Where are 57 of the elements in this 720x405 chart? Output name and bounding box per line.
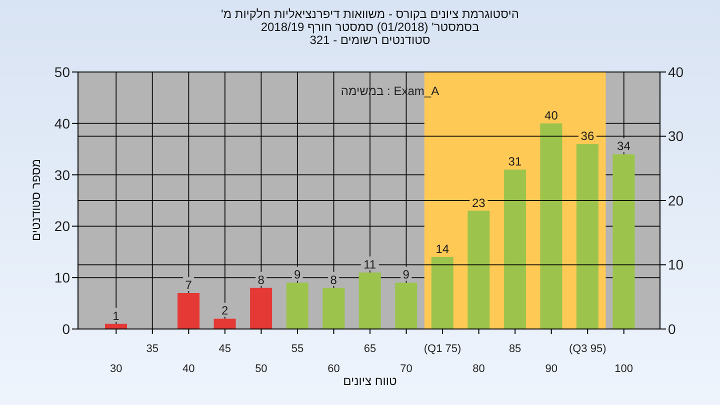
data-label: 14 — [436, 242, 450, 256]
chart-subtitle: בסמסטר' (01/2018) סמסטר חורף 2018/19 סטודנטים רשומים - 321 — [260, 20, 480, 47]
x-tick-label: 55 — [291, 343, 304, 355]
bar — [395, 282, 418, 329]
data-label: 40 — [544, 108, 558, 122]
bar — [504, 170, 526, 329]
y2-tick-label: 10 — [668, 256, 684, 273]
data-label: 36 — [580, 128, 594, 143]
data-label: 8 — [330, 272, 338, 287]
bar — [576, 144, 598, 329]
y-axis-title: מספר סטודנטים — [29, 158, 43, 242]
y-tick-label: 40 — [54, 115, 70, 132]
data-label: 31 — [508, 154, 522, 169]
y2-tick-label: 0 — [668, 320, 676, 337]
x-tick-label: 60 — [328, 363, 340, 375]
x-axis-title: טווח ציונים — [342, 374, 398, 388]
y-tick-label: 10 — [54, 270, 70, 286]
x-tick-label: 85 — [508, 343, 522, 355]
data-label: 1 — [112, 308, 120, 323]
bar — [431, 257, 454, 329]
y-tick-label: 30 — [54, 166, 70, 183]
x-tick-label: 40 — [182, 363, 195, 375]
bar — [468, 210, 490, 329]
data-label: 7 — [185, 278, 192, 292]
bar — [250, 288, 272, 329]
y-tick-label: 20 — [54, 218, 70, 234]
y-tick-label: 50 — [54, 64, 70, 80]
bar — [612, 154, 635, 329]
bar — [214, 318, 236, 329]
data-label: 23 — [472, 196, 486, 210]
bar — [286, 282, 308, 329]
x-tick-label: 50 — [255, 363, 268, 375]
x-tick-label: 45 — [218, 343, 232, 355]
x-tick-label: 90 — [545, 363, 558, 375]
x-tick-label: (Q3 95) — [568, 343, 606, 355]
y2-tick-label: 40 — [668, 64, 684, 80]
bar — [178, 293, 200, 329]
chart-title: היסטוגרמת ציונים בקורס - משוואות דיפרנציאליות חלקיות מ' — [220, 7, 520, 21]
data-label: 34 — [617, 139, 631, 154]
y-tick-label: 0 — [62, 320, 70, 337]
bar — [358, 272, 381, 329]
bar — [540, 123, 562, 329]
x-tick-label: 70 — [400, 363, 412, 375]
y2-tick-label: 30 — [668, 128, 684, 144]
data-label: 9 — [402, 268, 410, 282]
data-label: 11 — [364, 257, 376, 272]
y2-tick-label: 20 — [668, 192, 684, 208]
data-label: 8 — [258, 272, 265, 287]
x-tick-label: 80 — [472, 363, 485, 375]
x-tick-label: 35 — [146, 343, 159, 355]
x-tick-label: (Q1 75) — [424, 343, 462, 355]
bar — [322, 288, 345, 329]
x-tick-label: 65 — [364, 343, 376, 355]
data-label: 9 — [294, 268, 301, 282]
x-tick-label: 30 — [110, 363, 122, 375]
data-label: 2 — [221, 304, 228, 318]
x-tick-label: 100 — [614, 363, 634, 375]
